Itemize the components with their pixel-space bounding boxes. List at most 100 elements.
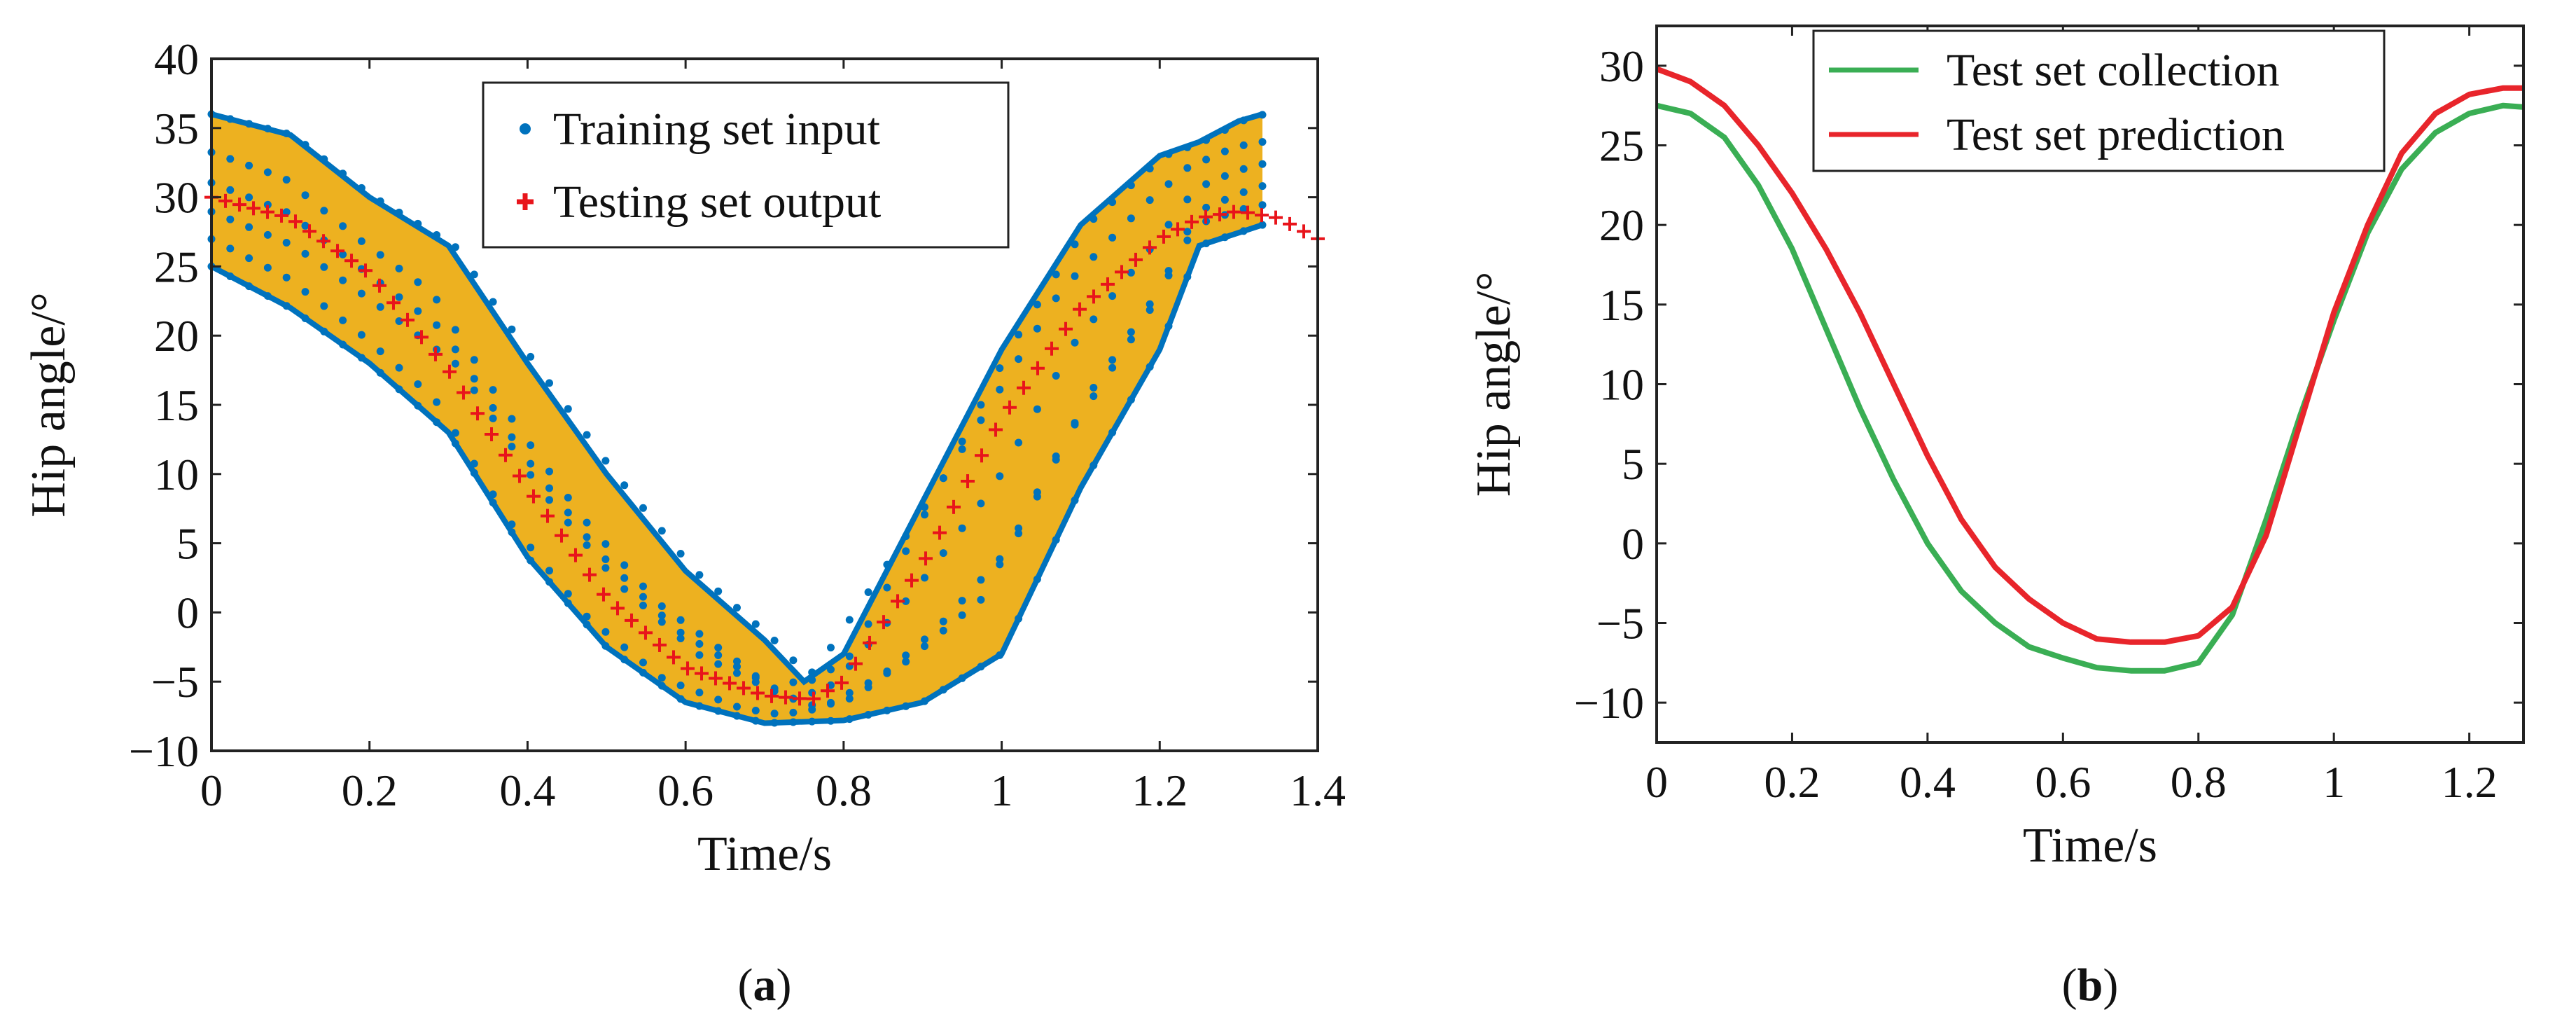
training-point xyxy=(301,288,309,296)
training-point xyxy=(508,325,516,333)
training-point xyxy=(751,620,760,628)
testing-point xyxy=(471,406,485,421)
training-point xyxy=(845,689,854,697)
training-point xyxy=(1164,271,1173,279)
training-point xyxy=(320,302,328,310)
y-tick-label: −10 xyxy=(1574,678,1644,728)
training-point xyxy=(414,307,422,315)
training-point xyxy=(770,637,779,644)
training-point xyxy=(376,251,384,259)
training-point xyxy=(226,244,235,253)
training-point xyxy=(1239,141,1248,149)
x-tick-label: 0.6 xyxy=(657,766,713,815)
training-point xyxy=(639,602,647,609)
training-point xyxy=(226,186,235,194)
training-point xyxy=(977,595,985,604)
training-point xyxy=(301,249,309,258)
training-point xyxy=(902,597,910,605)
training-point xyxy=(676,628,685,637)
training-point xyxy=(789,656,798,665)
testing-point xyxy=(723,676,737,691)
testing-point xyxy=(330,244,344,258)
panel-label-b: (b) xyxy=(2062,960,2119,1011)
testing-point xyxy=(344,254,358,268)
testing-point xyxy=(429,347,443,361)
confidence-band-layer xyxy=(211,114,1262,724)
training-point xyxy=(414,278,422,286)
x-tick-label: 1 xyxy=(2323,757,2345,807)
y-tick-label: 15 xyxy=(1599,280,1644,330)
training-point xyxy=(733,657,741,665)
training-point xyxy=(508,415,516,423)
training-point xyxy=(958,445,966,453)
training-point xyxy=(977,576,985,584)
training-point xyxy=(301,221,309,230)
training-point xyxy=(1108,356,1117,364)
y-tick-label: 0 xyxy=(1622,519,1644,569)
training-point xyxy=(902,547,910,555)
legend-symbol-training xyxy=(520,123,531,134)
training-point xyxy=(451,359,459,368)
training-point xyxy=(601,555,610,563)
testing-point xyxy=(443,364,457,379)
training-point xyxy=(339,222,347,230)
chart-panel-b: 0 0.2 0.4 0.6 0.8 1 1.2 −10 −5 0 5 10 15 20 25 30 Time/… xyxy=(1467,25,2525,1011)
legend-box xyxy=(482,81,1010,249)
training-envelope xyxy=(210,111,1264,686)
training-point xyxy=(770,710,779,718)
x-axis-label: Time/s xyxy=(2023,819,2157,873)
x-tick-label: 0.8 xyxy=(816,766,872,815)
training-point xyxy=(921,635,928,644)
x-tick-label: 0.4 xyxy=(499,766,555,815)
training-point xyxy=(527,441,535,450)
training-point xyxy=(1220,147,1229,155)
legend: Training set input Testing set output xyxy=(482,81,1010,249)
training-point xyxy=(1071,419,1079,427)
training-point xyxy=(1052,455,1060,464)
training-point xyxy=(1220,195,1229,204)
testing-point xyxy=(625,613,639,628)
testing-point xyxy=(877,615,891,630)
training-point xyxy=(1089,253,1098,261)
training-point xyxy=(263,230,272,239)
training-point xyxy=(245,193,253,202)
training-point xyxy=(339,316,347,324)
training-point xyxy=(545,379,553,387)
training-point xyxy=(320,263,328,271)
training-point xyxy=(1089,315,1098,324)
y-tick-label: 5 xyxy=(1622,439,1644,489)
testing-point xyxy=(1073,302,1087,317)
training-point xyxy=(414,380,422,388)
training-point xyxy=(376,303,384,311)
training-point xyxy=(695,639,704,648)
training-point xyxy=(639,504,647,512)
training-point xyxy=(1239,205,1248,213)
training-point xyxy=(996,555,1004,563)
training-point xyxy=(1239,165,1248,173)
training-point xyxy=(639,593,647,601)
testing-point xyxy=(246,201,260,216)
training-point xyxy=(620,481,629,490)
testing-point xyxy=(737,681,751,696)
testing-point xyxy=(555,528,569,543)
legend-symbol-testing xyxy=(517,193,534,210)
testing-point xyxy=(597,587,611,602)
testing-point xyxy=(316,234,330,249)
testing-point xyxy=(1269,210,1283,225)
legend-entry-test-set-prediction: Test set prediction xyxy=(1947,109,2285,160)
training-point xyxy=(1220,172,1229,180)
training-point xyxy=(601,540,610,548)
training-point xyxy=(939,474,947,483)
testing-point xyxy=(1031,361,1045,375)
training-point xyxy=(527,471,535,479)
y-tick-label: 5 xyxy=(176,519,199,569)
testing-point xyxy=(779,690,793,705)
testing-point xyxy=(1297,224,1311,239)
series-line-test-set-prediction xyxy=(1655,66,2523,645)
training-point xyxy=(489,414,497,422)
x-tick-label: 0.8 xyxy=(2171,757,2227,807)
training-point xyxy=(939,549,947,558)
training-point xyxy=(657,527,666,535)
training-point xyxy=(1258,182,1267,191)
testing-point xyxy=(863,635,877,650)
